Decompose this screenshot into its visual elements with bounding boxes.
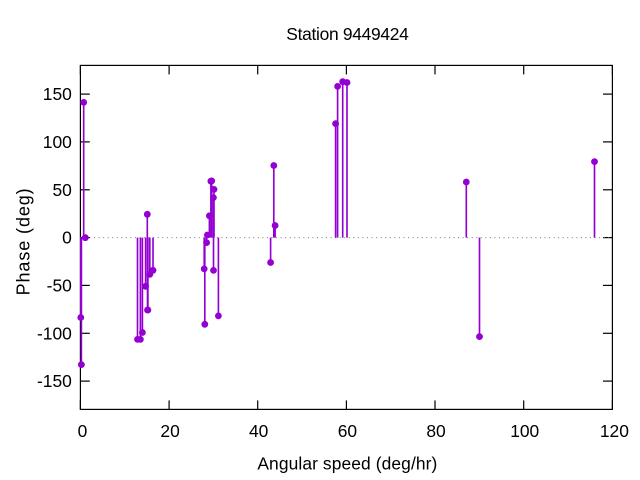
svg-text:150: 150 xyxy=(43,84,72,104)
svg-text:Phase (deg): Phase (deg) xyxy=(14,187,34,295)
svg-text:-100: -100 xyxy=(37,323,72,343)
svg-text:50: 50 xyxy=(52,180,71,200)
svg-text:60: 60 xyxy=(338,421,357,441)
svg-text:-50: -50 xyxy=(47,276,72,296)
svg-text:-150: -150 xyxy=(37,371,72,391)
svg-text:100: 100 xyxy=(43,132,72,152)
svg-text:20: 20 xyxy=(160,421,179,441)
svg-text:Station 9449424: Station 9449424 xyxy=(286,24,409,44)
svg-text:120: 120 xyxy=(600,421,629,441)
svg-text:40: 40 xyxy=(249,421,268,441)
svg-text:Angular speed (deg/hr): Angular speed (deg/hr) xyxy=(257,453,437,473)
svg-text:80: 80 xyxy=(426,421,445,441)
svg-text:0: 0 xyxy=(78,421,88,441)
svg-text:0: 0 xyxy=(62,228,72,248)
svg-text:100: 100 xyxy=(510,421,539,441)
